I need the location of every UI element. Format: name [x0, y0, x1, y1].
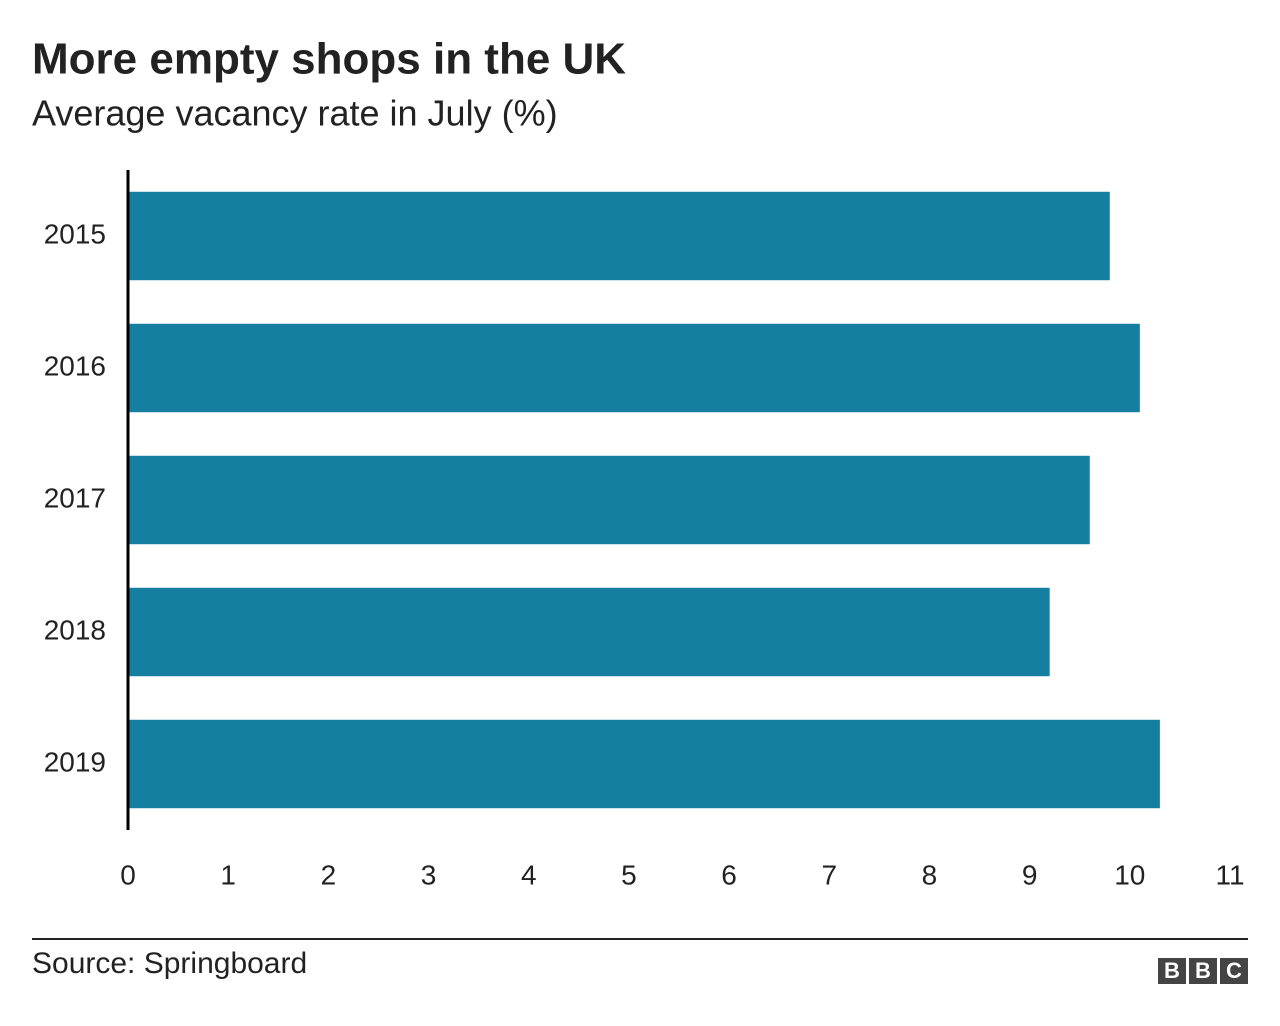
- logo-box: [1189, 958, 1217, 984]
- bar: [128, 587, 1050, 677]
- x-tick-label: 4: [521, 859, 537, 890]
- x-tick-label: 11: [1215, 859, 1244, 890]
- logo-letter: C: [1226, 958, 1242, 983]
- y-tick-label: 2019: [44, 746, 106, 777]
- x-tick-label: 8: [922, 859, 938, 890]
- y-tick-label: 2017: [44, 482, 106, 513]
- bar: [128, 719, 1160, 809]
- bar: [128, 191, 1110, 281]
- x-tick-label: 3: [421, 859, 437, 890]
- x-tick-label: 9: [1022, 859, 1038, 890]
- bar: [128, 323, 1140, 413]
- x-tick-label: 6: [721, 859, 737, 890]
- logo-letter: B: [1164, 958, 1180, 983]
- logo-box: [1158, 958, 1186, 984]
- x-tick-label: 10: [1114, 859, 1145, 890]
- logo-box: [1220, 958, 1248, 984]
- chart-subtitle: Average vacancy rate in July (%): [32, 93, 558, 134]
- x-tick-label: 0: [120, 859, 136, 890]
- y-tick-label: 2015: [44, 218, 106, 249]
- source: Source: Springboard: [32, 947, 307, 980]
- x-tick-label: 2: [321, 859, 337, 890]
- x-tick-label: 5: [621, 859, 637, 890]
- x-tick-label: 1: [220, 859, 236, 890]
- x-tick-label: 7: [821, 859, 837, 890]
- y-tick-label: 2016: [44, 350, 106, 381]
- bar: [128, 455, 1090, 545]
- y-tick-label: 2018: [44, 614, 106, 645]
- logo-letter: B: [1195, 958, 1211, 983]
- chart-title: More empty shops in the UK: [32, 35, 626, 84]
